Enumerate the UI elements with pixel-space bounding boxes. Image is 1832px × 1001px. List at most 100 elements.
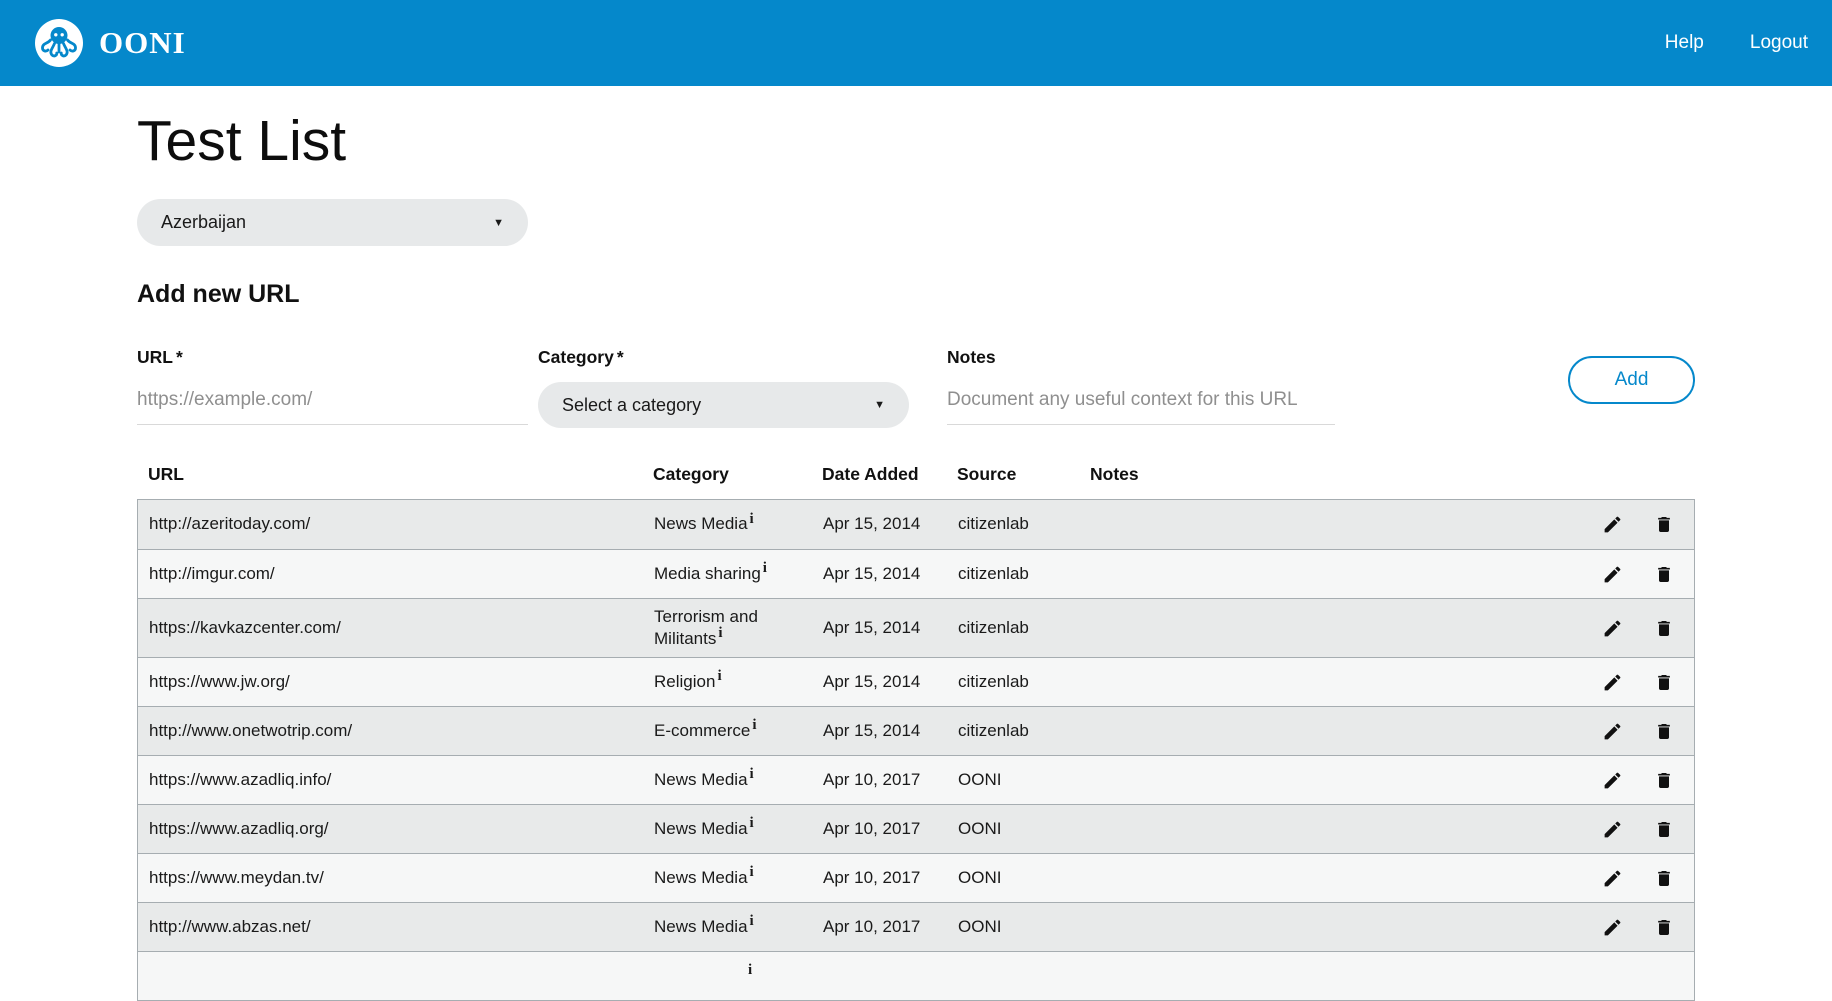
- source-cell: citizenlab: [958, 672, 1029, 692]
- info-icon[interactable]: i: [749, 510, 754, 527]
- country-select[interactable]: Azerbaijan ▼: [137, 199, 528, 246]
- trash-icon: [1658, 919, 1670, 935]
- source-cell: citizenlab: [958, 721, 1029, 741]
- delete-button[interactable]: [1654, 867, 1676, 889]
- delete-button[interactable]: [1654, 514, 1676, 536]
- pencil-icon: [1604, 772, 1621, 789]
- row-actions: [1564, 762, 1694, 798]
- add-url-section-title: Add new URL: [137, 280, 300, 308]
- chevron-down-icon: ▼: [493, 216, 504, 229]
- url-input[interactable]: [137, 382, 528, 425]
- category-cell: News Media i: [654, 766, 754, 790]
- pencil-icon: [1604, 870, 1621, 887]
- edit-button[interactable]: [1602, 671, 1624, 693]
- url-cell: https://www.jw.org/: [149, 672, 290, 692]
- delete-button[interactable]: [1654, 720, 1676, 742]
- url-table: URL Category Date Added Source Notes htt…: [137, 464, 1695, 1001]
- url-cell: https://www.azadliq.info/: [149, 770, 332, 790]
- url-cell: http://www.abzas.net/: [149, 917, 311, 937]
- logout-link[interactable]: Logout: [1749, 32, 1808, 53]
- date-added-cell: Apr 10, 2017: [823, 917, 921, 937]
- category-cell: Terrorism and Militants i: [654, 607, 758, 649]
- category-cell: i: [654, 958, 823, 994]
- page-title: Test List: [137, 109, 347, 173]
- info-icon[interactable]: i: [748, 962, 753, 979]
- table-row: http://azeritoday.com/News Media i Apr 15,…: [138, 500, 1694, 549]
- trash-icon: [1658, 870, 1670, 886]
- row-actions: [1564, 610, 1694, 646]
- row-actions: [1564, 713, 1694, 749]
- category-cell: E-commerce i: [654, 717, 757, 741]
- country-select-value: Azerbaijan: [161, 212, 247, 232]
- brand[interactable]: OONI: [35, 19, 186, 67]
- edit-button[interactable]: [1602, 514, 1624, 536]
- delete-button[interactable]: [1654, 818, 1676, 840]
- add-button[interactable]: Add: [1568, 356, 1695, 404]
- add-url-form: URL* Category* Select a category ▼ Notes…: [137, 347, 1695, 428]
- notes-label: Notes: [947, 347, 996, 367]
- edit-button[interactable]: [1602, 818, 1624, 840]
- info-icon[interactable]: i: [749, 766, 754, 783]
- column-header-url: URL: [148, 464, 184, 484]
- url-cell: https://www.meydan.tv/: [149, 868, 324, 888]
- delete-button[interactable]: [1654, 617, 1676, 639]
- notes-cell: [1091, 675, 1564, 689]
- table-row: https://www.azadliq.org/News Media i Apr 1…: [138, 804, 1694, 854]
- row-actions: [1564, 507, 1694, 543]
- source-cell: [958, 969, 1091, 983]
- category-field-group: Category * Select a category ▼: [538, 347, 909, 428]
- edit-button[interactable]: [1602, 720, 1624, 742]
- table-row: http://imgur.com/Media sharing i Apr 15, 2…: [138, 549, 1694, 598]
- notes-cell: [1091, 822, 1564, 836]
- required-mark: *: [616, 347, 624, 367]
- edit-button[interactable]: [1602, 769, 1624, 791]
- source-cell: OONI: [958, 917, 1002, 937]
- info-icon[interactable]: i: [752, 717, 757, 734]
- delete-button[interactable]: [1654, 916, 1676, 938]
- pencil-icon: [1604, 674, 1621, 691]
- pencil-icon: [1604, 516, 1621, 533]
- edit-button[interactable]: [1602, 867, 1624, 889]
- table-header: URL Category Date Added Source Notes: [137, 464, 1695, 499]
- notes-input[interactable]: [947, 382, 1335, 425]
- info-icon[interactable]: i: [717, 668, 722, 685]
- source-cell: citizenlab: [958, 618, 1029, 638]
- url-cell: http://www.onetwotrip.com/: [149, 721, 353, 741]
- help-link[interactable]: Help: [1664, 32, 1704, 53]
- delete-button[interactable]: [1654, 769, 1676, 791]
- edit-button[interactable]: [1602, 916, 1624, 938]
- row-actions: [1564, 969, 1694, 983]
- edit-button[interactable]: [1602, 617, 1624, 639]
- date-added-cell: Apr 10, 2017: [823, 770, 921, 790]
- url-label: URL *: [137, 347, 183, 367]
- notes-field-group: Notes: [947, 347, 1335, 425]
- column-header-date-added: Date Added: [822, 464, 919, 484]
- trash-icon: [1658, 723, 1670, 739]
- url-cell: http://imgur.com/: [149, 563, 275, 583]
- table-row: https://www.azadliq.info/News Media i Apr …: [138, 755, 1694, 805]
- url-field-group: URL *: [137, 347, 528, 425]
- trash-icon: [1658, 772, 1670, 788]
- source-cell: OONI: [958, 770, 1002, 790]
- edit-button[interactable]: [1602, 563, 1624, 585]
- info-icon[interactable]: i: [749, 913, 754, 930]
- category-select[interactable]: Select a category ▼: [538, 382, 909, 428]
- date-added-cell: Apr 15, 2014: [823, 514, 921, 534]
- info-icon[interactable]: i: [718, 625, 723, 642]
- date-added-cell: Apr 15, 2014: [823, 672, 921, 692]
- delete-button[interactable]: [1654, 671, 1676, 693]
- trash-icon: [1658, 517, 1670, 532]
- table-row: https://kavkazcenter.com/Terrorism and M…: [138, 598, 1694, 658]
- delete-button[interactable]: [1654, 563, 1676, 585]
- category-cell: News Media i: [654, 913, 754, 937]
- table-row-partial: i: [138, 951, 1694, 1001]
- row-actions: [1564, 664, 1694, 700]
- main-content: Test List Azerbaijan ▼ Add new URL URL * …: [0, 112, 1832, 1001]
- table-row: http://www.abzas.net/News Media i Apr 10, …: [138, 902, 1694, 952]
- info-icon[interactable]: i: [749, 815, 754, 832]
- info-icon[interactable]: i: [762, 560, 767, 577]
- url-cell: https://www.azadliq.org/: [149, 819, 329, 839]
- info-icon[interactable]: i: [749, 864, 754, 881]
- column-header-category: Category: [653, 464, 729, 484]
- required-mark: *: [175, 347, 183, 367]
